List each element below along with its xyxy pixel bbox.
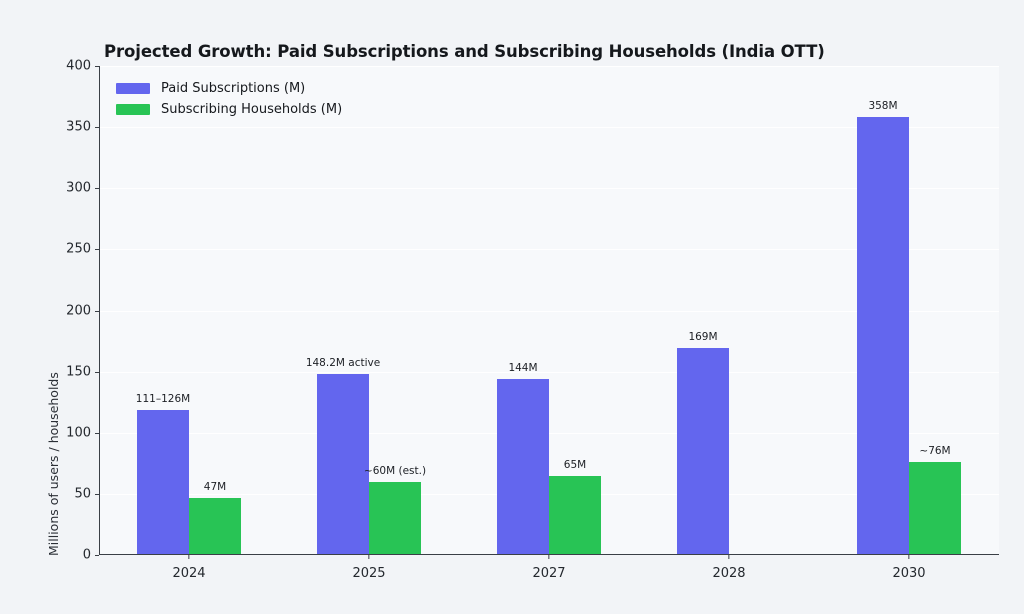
bar-value-label: 47M [203,480,227,493]
bar[interactable]: 358M [857,100,909,555]
legend-item[interactable]: Subscribing Households (M) [116,99,342,120]
page-title: Projected Growth: Paid Subscriptions and… [104,42,825,61]
x-axis-line [99,554,999,556]
y-axis-tick-label: 200 [66,303,91,318]
y-axis-tick-label: 300 [66,180,91,196]
bar[interactable]: 65M [549,459,601,555]
y-axis-tick-label: 350 [66,119,91,135]
bar[interactable]: 169M [677,331,729,555]
y-axis-tick-label: 0 [82,547,91,563]
bar[interactable]: ~60M (est.) [364,465,426,555]
y-axis-tick-label: 150 [66,364,91,380]
plot-area: 111–126M 47M 148.2M active ~60M (est.) 144M 6… [99,66,999,555]
y-axis-tick-label: 100 [66,425,91,441]
bar-value-label: 148.2M active [305,356,381,369]
bar-value-label: 111–126M [135,393,191,406]
y-axis-tick-mark [95,555,99,556]
x-axis-tick-label: 2025 [352,566,386,581]
y-axis-tick-label: 250 [66,241,91,257]
chart-legend: Paid Subscriptions (M) Subscribing House… [112,76,346,122]
bar-value-label: 169M [688,331,718,344]
bar[interactable]: 111–126M [136,393,190,555]
bar-value-label: 144M [508,361,538,374]
x-axis-tick-mark [728,555,730,559]
legend-swatch-icon [116,104,150,115]
y-axis-tick-mark [95,249,99,251]
gridline [99,127,999,129]
x-axis-tick-label: 2030 [892,566,926,581]
y-axis-line [99,66,100,555]
x-axis-tick-mark [548,555,550,559]
y-axis-tick-mark [95,493,99,495]
bar-value-label: ~76M [919,445,951,458]
gridline [99,66,999,67]
gridline [99,432,999,434]
legend-item-label: Subscribing Households (M) [161,102,343,117]
bar-value-label: 358M [868,100,898,113]
x-axis-tick-mark [908,555,910,559]
bar[interactable]: 144M [497,362,549,555]
x-axis-tick-label: 2028 [712,566,746,581]
x-axis-tick-label: 2024 [172,566,206,581]
y-axis-tick-label: 400 [66,58,91,74]
y-axis-tick-mark [95,66,99,67]
x-axis-tick-mark [188,555,190,559]
gridline [99,371,999,373]
bar[interactable]: ~76M [909,445,961,555]
y-axis-tick-label: 50 [74,486,91,502]
y-axis-tick-mark [95,371,99,373]
y-axis-tick-mark [95,188,99,190]
bar-value-label: ~60M (est.) [363,464,427,477]
legend-item-label: Paid Subscriptions (M) [161,81,306,96]
legend-item[interactable]: Paid Subscriptions (M) [116,78,342,99]
bar-value-label: 65M [563,458,587,471]
x-axis-tick-label: 2027 [532,566,566,581]
y-axis-tick-mark [95,432,99,434]
y-axis-tick-mark [95,127,99,129]
gridline [99,249,999,251]
y-axis-tick-mark [95,310,99,312]
gridline [99,188,999,190]
x-axis-tick-mark [368,555,370,559]
bar[interactable]: 47M [189,481,241,555]
legend-swatch-icon [116,83,150,94]
bar[interactable]: 148.2M active [306,357,380,555]
gridline [99,310,999,312]
